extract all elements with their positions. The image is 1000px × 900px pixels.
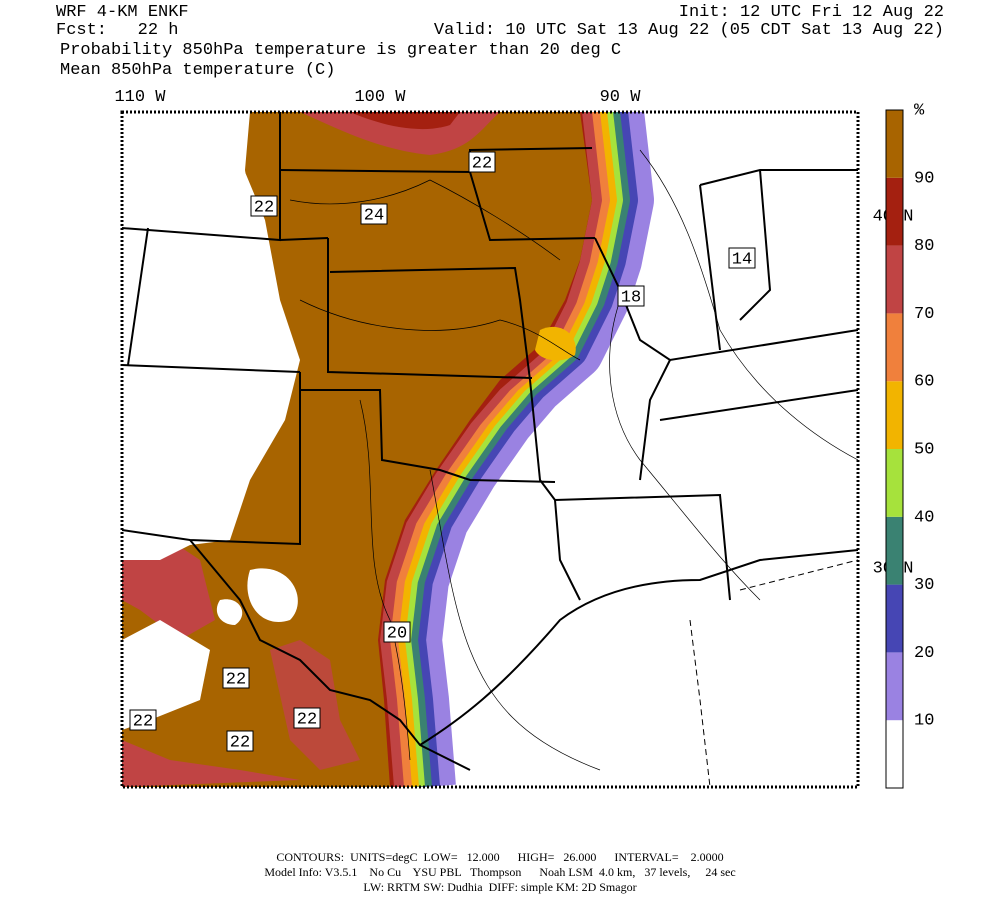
footer-line: Model Info: V3.5.1 No Cu YSU PBL Thompso… — [264, 865, 736, 879]
contour-label-box — [383, 621, 411, 643]
contour-label: 22 — [472, 154, 492, 173]
contour-label: 20 — [387, 624, 407, 643]
colorbar-label: 70 — [914, 305, 934, 324]
contour-label: 22 — [297, 710, 317, 729]
contour-label: 22 — [254, 198, 274, 217]
field-title: Mean 850hPa temperature (C) — [60, 61, 336, 80]
colorbar-segment — [886, 516, 903, 585]
longitude-label: 110 W — [114, 88, 166, 107]
colorbar-frame — [885, 109, 904, 789]
field-title: Probability 850hPa temperature is greate… — [60, 41, 622, 60]
colorbar-label: 50 — [914, 440, 934, 459]
longitude-label: 100 W — [354, 88, 406, 107]
colorbar-segment — [886, 449, 903, 517]
model-name: WRF 4-KM ENKF — [56, 3, 189, 22]
colorbar-segment — [886, 177, 903, 246]
shading-region — [270, 640, 360, 770]
contour-label-box — [293, 707, 321, 729]
colorbar-segment — [886, 584, 903, 653]
map-frame — [120, 110, 860, 789]
shading-region — [122, 540, 215, 640]
contour-label: 22 — [133, 712, 153, 731]
colorbar-segment — [886, 110, 903, 178]
contour-label: 18 — [621, 288, 641, 307]
contour-label-box — [222, 667, 250, 689]
shading-region — [122, 740, 300, 787]
contour-label: 22 — [226, 670, 246, 689]
footer-line: CONTOURS: UNITS=degC LOW= 12.000 HIGH= 2… — [276, 850, 724, 864]
shading-region — [350, 112, 460, 130]
colorbar-label: 60 — [914, 373, 934, 392]
contour-label-box — [468, 151, 496, 173]
footer-line: LW: RRTM SW: Dudhia DIFF: simple KM: 2D … — [363, 880, 637, 894]
longitude-label: 90 W — [600, 88, 642, 107]
colorbar-label: 80 — [914, 237, 934, 256]
boundary-line — [689, 619, 711, 787]
contour-label-box — [728, 247, 756, 269]
contour-line — [289, 149, 858, 771]
colorbar-label: 90 — [914, 169, 934, 188]
contour-label-box — [226, 730, 254, 752]
contour-label-box — [360, 203, 388, 225]
valid-time: Valid: 10 UTC Sat 13 Aug 22 (05 CDT Sat … — [433, 21, 944, 40]
colorbar-label: 20 — [914, 644, 934, 663]
shading-region — [535, 326, 576, 361]
boundary-line — [739, 559, 858, 591]
contour-label: 24 — [364, 206, 384, 225]
contour-label: 14 — [732, 250, 752, 269]
colorbar-segment — [886, 313, 903, 382]
map-field: 22 24 22 14 18 20 22 22 22 22 — [122, 112, 858, 787]
colorbar-segment — [886, 652, 903, 721]
forecast-hour: Fcst: 22 h — [56, 21, 179, 40]
colorbar-label: 10 — [914, 712, 934, 731]
colorbar-segment — [886, 245, 903, 314]
colorbar-unit: % — [914, 101, 925, 120]
contour-label: 22 — [230, 733, 250, 752]
colorbar-segment — [886, 381, 903, 449]
contour-label-box — [250, 195, 278, 217]
contour-label-box — [129, 709, 157, 731]
init-time: Init: 12 UTC Fri 12 Aug 22 — [678, 3, 944, 22]
contour-label-box — [617, 285, 645, 307]
colorbar-label: 40 — [914, 508, 934, 527]
unshaded-area — [122, 112, 300, 730]
colorbar-label: 30 — [914, 576, 934, 595]
colorbar-segment — [886, 720, 903, 788]
